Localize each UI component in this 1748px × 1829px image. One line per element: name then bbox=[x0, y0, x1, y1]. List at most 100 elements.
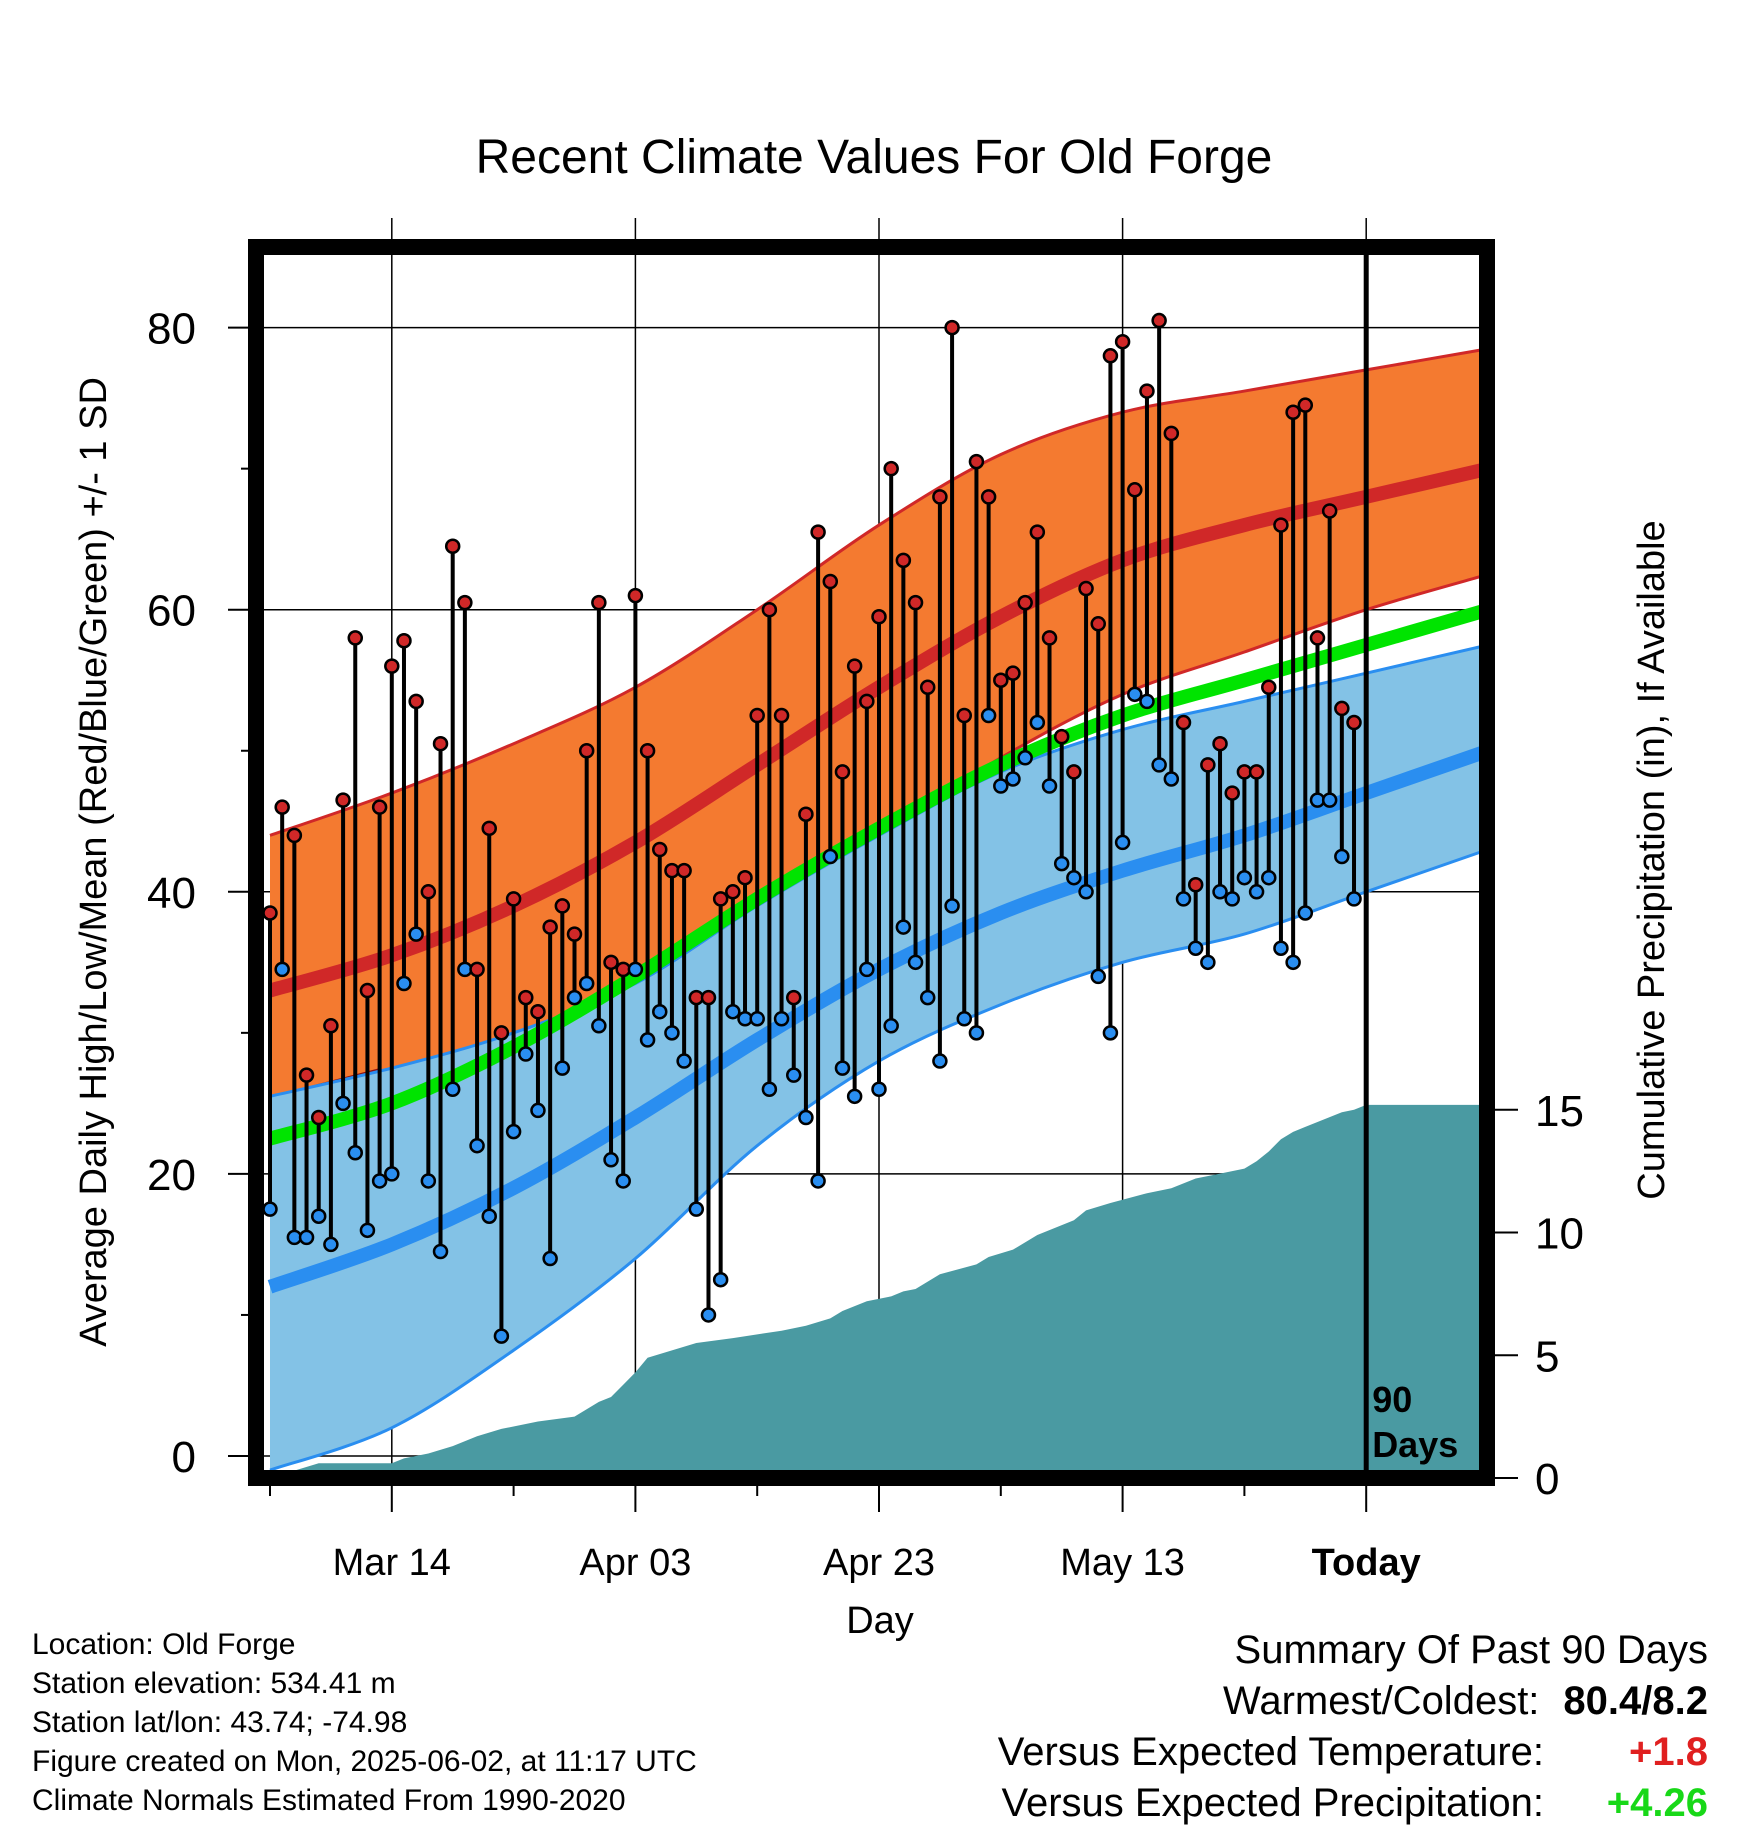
daily-high-point bbox=[968, 453, 985, 470]
x-tick-label: May 13 bbox=[1060, 1542, 1185, 1584]
daily-low-point bbox=[883, 1018, 899, 1034]
daily-low-point bbox=[396, 975, 412, 992]
daily-low-point bbox=[420, 1173, 437, 1189]
y-axis-label: Average Daily High/Low/Mean (Red/Blue/Gr… bbox=[73, 377, 115, 1347]
daily-low-point bbox=[980, 707, 997, 724]
location-text: Location: Old Forge bbox=[32, 1628, 296, 1661]
daily-high-point bbox=[627, 587, 644, 604]
daily-high-point bbox=[773, 707, 790, 724]
daily-high-point bbox=[919, 679, 936, 696]
daily-low-point bbox=[1248, 884, 1265, 900]
daily-low-point bbox=[384, 1166, 400, 1182]
daily-low-point bbox=[1273, 940, 1289, 956]
daily-high-point bbox=[1041, 630, 1058, 646]
daily-low-point bbox=[298, 1229, 315, 1246]
daily-low-point bbox=[1236, 869, 1253, 886]
daily-high-point bbox=[956, 707, 973, 724]
daily-high-point bbox=[1346, 714, 1362, 731]
daily-low-point bbox=[956, 1010, 973, 1027]
daily-low-point bbox=[335, 1095, 351, 1112]
daily-high-point bbox=[578, 743, 595, 759]
daily-high-point bbox=[1005, 665, 1021, 681]
daily-low-point bbox=[323, 1236, 339, 1253]
daily-low-point bbox=[1053, 855, 1070, 872]
daily-high-point bbox=[359, 982, 376, 999]
daily-low-point bbox=[1127, 686, 1143, 703]
daily-low-point bbox=[822, 848, 839, 865]
y-tick-label: 80 bbox=[147, 305, 196, 354]
daily-high-point bbox=[700, 989, 717, 1006]
daily-low-point bbox=[1114, 834, 1131, 851]
daily-low-point bbox=[798, 1109, 814, 1126]
daily-high-point bbox=[1114, 333, 1131, 350]
daily-high-point bbox=[505, 891, 522, 907]
daily-high-point bbox=[1334, 700, 1350, 717]
daily-high-point bbox=[761, 601, 778, 618]
y-tick-label: 40 bbox=[147, 869, 196, 918]
daily-low-point bbox=[834, 1060, 851, 1076]
daily-high-point bbox=[1163, 425, 1180, 442]
summary-heading: Summary Of Past 90 Days bbox=[1234, 1628, 1708, 1672]
daily-low-point bbox=[810, 1173, 826, 1189]
normals-text: Climate Normals Estimated From 1990-2020 bbox=[32, 1784, 626, 1817]
daily-high-point bbox=[408, 693, 424, 710]
daily-high-point bbox=[1053, 728, 1070, 745]
precip-area bbox=[270, 1104, 1487, 1478]
daily-high-point bbox=[1261, 679, 1277, 696]
daily-high-point bbox=[1248, 764, 1265, 780]
daily-high-point bbox=[457, 594, 473, 611]
daily-high-point bbox=[810, 524, 826, 540]
precip-anomaly-label: Versus Expected Precipitation: bbox=[1001, 1781, 1544, 1825]
daily-high-point bbox=[323, 1018, 339, 1034]
plot-border bbox=[248, 239, 1495, 1486]
daily-high-point bbox=[652, 841, 668, 858]
daily-low-point bbox=[712, 1271, 729, 1288]
daily-high-point bbox=[1200, 757, 1216, 773]
daily-low-point bbox=[1224, 891, 1240, 907]
daily-high-point bbox=[1175, 714, 1192, 731]
daily-high-point bbox=[1102, 348, 1119, 364]
daily-low-point bbox=[859, 961, 875, 978]
daily-high-point bbox=[493, 1025, 510, 1041]
daily-high-point bbox=[1127, 482, 1143, 498]
latlon-text: Station lat/lon: 43.74; -74.98 bbox=[32, 1706, 408, 1739]
daily-high-point bbox=[298, 1067, 315, 1083]
daily-low-point bbox=[1078, 884, 1094, 900]
axes: 0 20 40 60 80 0 5 10 15 Mar 14 Apr 03 Apr 23 May 13 T… bbox=[73, 305, 1673, 1584]
daily-low-point bbox=[408, 926, 424, 942]
daily-low-point bbox=[591, 1018, 607, 1034]
daily-high-point bbox=[1187, 876, 1204, 893]
today-days-label: 90 bbox=[1372, 1379, 1412, 1420]
station-info: Location: Old Forge Station elevation: 5… bbox=[32, 1625, 697, 1820]
y2-tick-label: 15 bbox=[1535, 1087, 1584, 1136]
today-days-label: Days bbox=[1372, 1424, 1458, 1465]
x-tick-label: Today bbox=[1312, 1542, 1421, 1584]
daily-low-point bbox=[578, 975, 595, 992]
daily-low-point bbox=[773, 1010, 790, 1027]
daily-high-point bbox=[1285, 404, 1301, 420]
precip-anomaly-value: +4.26 bbox=[1606, 1781, 1708, 1825]
daily-low-point bbox=[1200, 954, 1216, 971]
chart-title: Recent Climate Values For Old Forge bbox=[475, 131, 1273, 184]
daily-high-point bbox=[335, 792, 351, 808]
daily-low-point bbox=[554, 1060, 571, 1076]
daily-low-point bbox=[1151, 757, 1167, 773]
daily-low-point bbox=[1005, 771, 1021, 787]
daily-low-point bbox=[652, 1003, 668, 1020]
daily-high-point bbox=[481, 820, 497, 837]
daily-low-point bbox=[1163, 771, 1180, 787]
daily-high-point bbox=[871, 609, 887, 625]
daily-high-point bbox=[274, 799, 290, 815]
daily-high-point bbox=[907, 594, 924, 611]
daily-low-point bbox=[347, 1144, 364, 1161]
y2-axis-label: Cumulative Precipitation (in), If Availa… bbox=[1631, 520, 1673, 1199]
daily-low-point bbox=[274, 961, 290, 978]
y2-tick-label: 10 bbox=[1535, 1210, 1584, 1259]
daily-low-point bbox=[469, 1137, 485, 1154]
daily-low-point bbox=[1297, 905, 1314, 921]
daily-high-point bbox=[1151, 312, 1167, 329]
daily-high-point bbox=[384, 658, 400, 674]
daily-high-point bbox=[420, 884, 437, 900]
daily-low-point bbox=[1066, 869, 1082, 886]
